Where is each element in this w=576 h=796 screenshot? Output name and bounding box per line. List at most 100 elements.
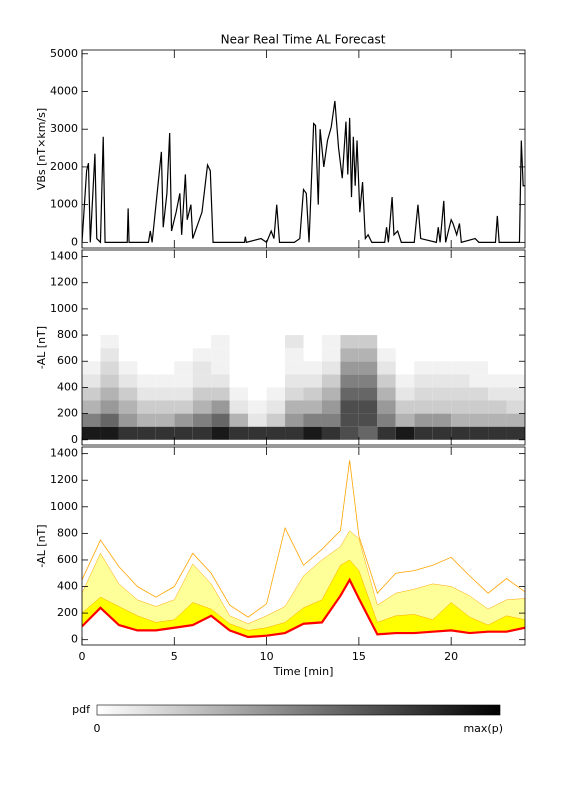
heat-cell: [266, 374, 286, 388]
heat-cell: [229, 426, 249, 440]
heat-cell: [248, 335, 267, 349]
heat-cell: [469, 426, 489, 440]
heat-cell: [174, 400, 193, 414]
x-tick-label: 10: [260, 650, 274, 663]
heat-cell: [488, 361, 507, 375]
heat-cell: [358, 413, 378, 427]
heat-cell: [321, 348, 341, 362]
heat-cell: [506, 348, 525, 362]
heat-cell: [229, 413, 249, 427]
line: [82, 100, 525, 244]
heat-cell: [414, 387, 433, 401]
heat-cell: [285, 335, 304, 349]
heat-cell: [174, 361, 193, 375]
heat-cell: [358, 426, 378, 440]
heat-cell: [451, 348, 470, 362]
y-axis-label: VBs [nT×km/s]: [35, 108, 48, 190]
heat-cell: [358, 348, 378, 362]
colorbar-min: 0: [94, 722, 101, 735]
heat-cell: [118, 361, 138, 375]
heat-cell: [414, 413, 433, 427]
heat-cell: [321, 387, 341, 401]
heat-cell: [469, 361, 489, 375]
heat-cell: [155, 426, 175, 440]
heat-cell: [377, 426, 396, 440]
heat-cell: [211, 387, 230, 401]
heat-cell: [192, 374, 212, 388]
heat-cell: [432, 361, 452, 375]
y-tick-label: 800: [57, 526, 78, 539]
heat-cell: [488, 400, 507, 414]
x-tick-label: 20: [444, 650, 458, 663]
heat-cell: [303, 348, 322, 362]
heat-cell: [174, 374, 193, 388]
heat-cell: [414, 426, 433, 440]
heat-cell: [82, 374, 101, 388]
heat-cell: [506, 335, 525, 349]
heat-cell: [118, 400, 138, 414]
heat-cell: [118, 335, 138, 349]
heat-cell: [174, 335, 193, 349]
heat-cell: [118, 426, 138, 440]
heat-cell: [340, 387, 359, 401]
heat-cell: [414, 400, 433, 414]
heat-cell: [248, 348, 267, 362]
heat-cell: [414, 361, 433, 375]
heat-cell: [100, 348, 119, 362]
y-tick-label: 3000: [50, 122, 78, 135]
heat-cell: [285, 348, 304, 362]
heat-cell: [229, 335, 249, 349]
heat-cell: [155, 374, 175, 388]
heat-cell: [340, 374, 359, 388]
heat-cell: [118, 413, 138, 427]
heat-cell: [303, 374, 322, 388]
y-tick-label: 4000: [50, 84, 78, 97]
colorbar-max: max(p): [463, 722, 503, 735]
y-tick-label: 2000: [50, 160, 78, 173]
heat-cell: [488, 426, 507, 440]
y-axis-label: -AL [nT]: [35, 524, 48, 567]
heat-cell: [506, 413, 525, 427]
heat-cell: [174, 426, 193, 440]
heat-cell: [229, 387, 249, 401]
heat-cell: [285, 400, 304, 414]
heat-cell: [451, 426, 470, 440]
heat-cell: [506, 387, 525, 401]
heat-cell: [229, 348, 249, 362]
heat-cell: [248, 400, 267, 414]
heat-cell: [340, 400, 359, 414]
heat-cell: [395, 387, 415, 401]
heat-cell: [100, 426, 119, 440]
heat-cell: [395, 426, 415, 440]
y-tick-label: 0: [71, 235, 78, 248]
heat-cell: [266, 400, 286, 414]
heat-cell: [192, 426, 212, 440]
heat-cell: [192, 400, 212, 414]
heat-cell: [285, 387, 304, 401]
y-tick-label: 1000: [50, 302, 78, 315]
y-tick-label: 400: [57, 580, 78, 593]
heat-cell: [377, 387, 396, 401]
heat-cell: [358, 361, 378, 375]
heat-cell: [118, 374, 138, 388]
heat-cell: [248, 361, 267, 375]
y-tick-label: 1400: [50, 447, 78, 460]
heat-cell: [488, 413, 507, 427]
heat-cell: [266, 335, 286, 349]
heat-cell: [100, 374, 119, 388]
heat-cell: [377, 400, 396, 414]
y-tick-label: 400: [57, 380, 78, 393]
heat-cell: [303, 400, 322, 414]
y-tick-label: 0: [71, 633, 78, 646]
heat-cell: [229, 374, 249, 388]
x-tick-label: 0: [79, 650, 86, 663]
heat-cell: [451, 387, 470, 401]
heat-cell: [358, 374, 378, 388]
heat-cell: [137, 426, 156, 440]
heat-cell: [248, 387, 267, 401]
heat-cell: [266, 348, 286, 362]
plot-area: [82, 100, 525, 244]
heat-cell: [451, 361, 470, 375]
heat-cell: [377, 348, 396, 362]
